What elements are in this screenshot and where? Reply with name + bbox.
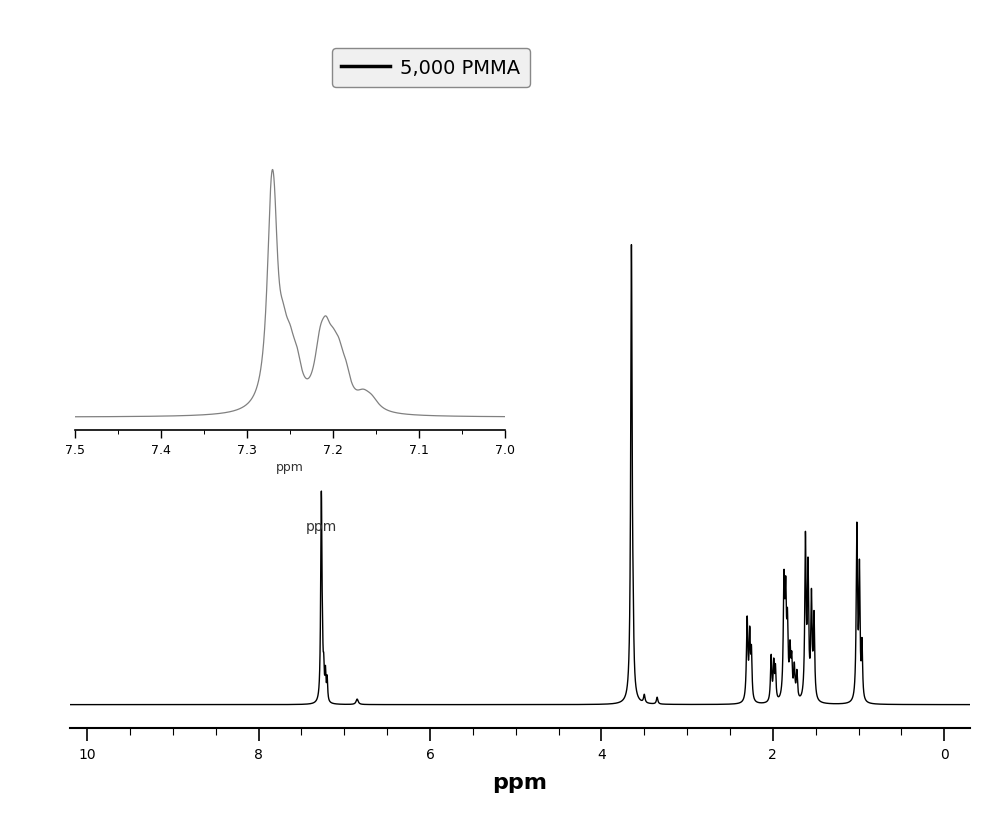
Legend: 5,000 PMMA: 5,000 PMMA xyxy=(332,50,530,88)
X-axis label: ppm: ppm xyxy=(492,772,548,792)
Text: ppm: ppm xyxy=(306,519,337,533)
X-axis label: ppm: ppm xyxy=(276,461,304,473)
